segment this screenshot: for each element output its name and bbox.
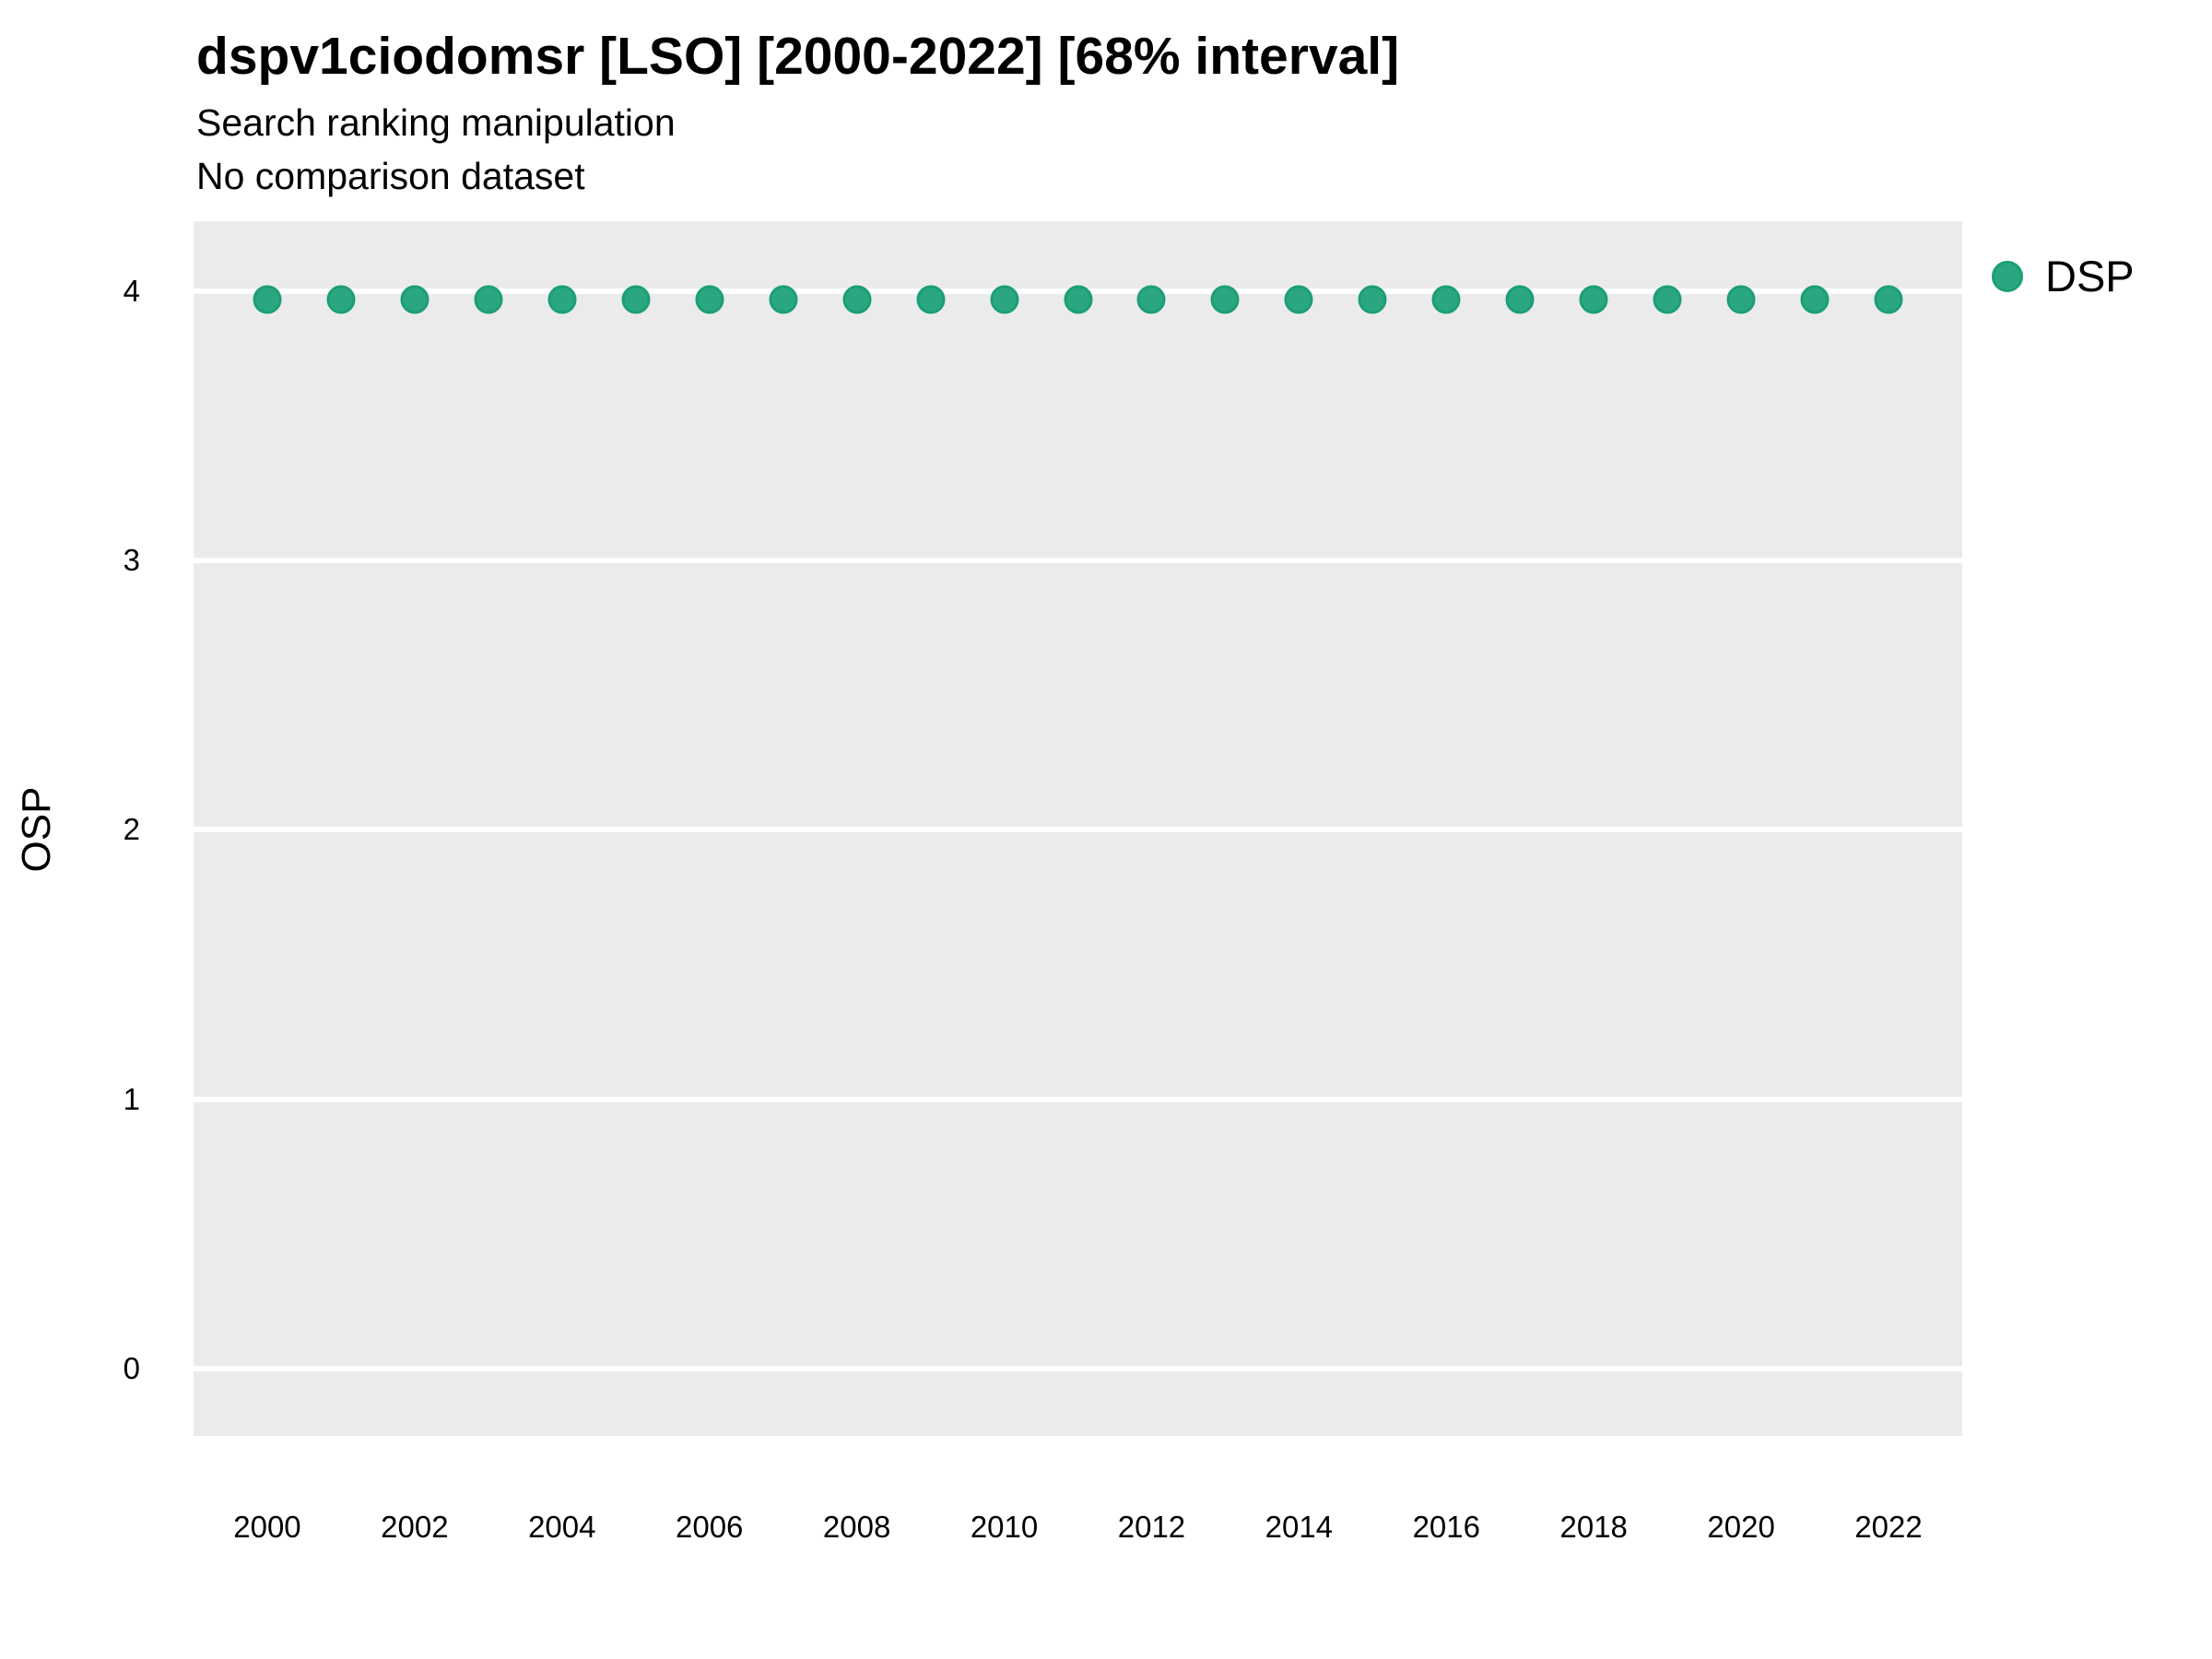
data-point-2013	[1210, 285, 1240, 314]
x-tick-label-2000: 2000	[233, 1510, 301, 1544]
x-tick-label-2014: 2014	[1265, 1510, 1334, 1544]
data-point-2012	[1136, 285, 1166, 314]
data-point-2005	[621, 285, 651, 314]
gridline-y-0	[194, 1365, 1962, 1371]
plot-panel	[194, 221, 1962, 1436]
y-tick-label-1: 1	[123, 1081, 140, 1116]
gridline-y-1	[194, 1096, 1962, 1102]
data-point-2022	[1874, 285, 1903, 314]
x-tick-label-2022: 2022	[1854, 1510, 1923, 1544]
y-tick-label-2: 2	[123, 812, 140, 847]
legend-label: DSP	[2045, 252, 2135, 300]
x-tick-label-2008: 2008	[822, 1510, 891, 1544]
data-point-2018	[1579, 285, 1608, 314]
chart-title: dspv1ciodomsr [LSO] [2000-2022] [68% int…	[196, 27, 1400, 86]
data-point-2020	[1726, 285, 1756, 314]
data-point-2002	[400, 285, 429, 314]
data-point-2007	[769, 285, 798, 314]
data-point-2008	[842, 285, 872, 314]
data-point-2015	[1358, 285, 1387, 314]
data-point-2010	[990, 285, 1019, 314]
data-point-2021	[1800, 285, 1830, 314]
x-tick-label-2006: 2006	[675, 1510, 744, 1544]
data-point-2014	[1284, 285, 1313, 314]
gridline-y-3	[194, 558, 1962, 564]
data-point-2003	[474, 285, 503, 314]
legend-point-icon	[1992, 261, 2023, 292]
data-point-2009	[916, 285, 946, 314]
y-tick-label-4: 4	[123, 273, 140, 308]
x-tick-label-2004: 2004	[528, 1510, 596, 1544]
gridline-y-2	[194, 827, 1962, 833]
data-point-2016	[1431, 285, 1461, 314]
x-tick-label-2012: 2012	[1117, 1510, 1186, 1544]
data-point-2000	[253, 285, 282, 314]
x-tick-label-2020: 2020	[1707, 1510, 1775, 1544]
x-tick-label-2016: 2016	[1412, 1510, 1480, 1544]
y-tick-label-3: 3	[123, 543, 140, 578]
y-tick-label-0: 0	[123, 1350, 140, 1385]
chart-note: No comparison dataset	[196, 155, 585, 197]
data-point-2006	[695, 285, 724, 314]
data-point-2011	[1064, 285, 1092, 314]
legend: DSP	[1992, 251, 2135, 302]
data-point-2017	[1505, 285, 1535, 314]
x-tick-label-2018: 2018	[1559, 1510, 1628, 1544]
data-point-2004	[547, 285, 577, 314]
x-tick-label-2010: 2010	[970, 1510, 1039, 1544]
x-tick-label-2002: 2002	[381, 1510, 449, 1544]
data-point-2001	[326, 285, 356, 314]
chart-subtitle: Search ranking manipulation	[196, 101, 676, 144]
data-point-2019	[1653, 285, 1682, 314]
